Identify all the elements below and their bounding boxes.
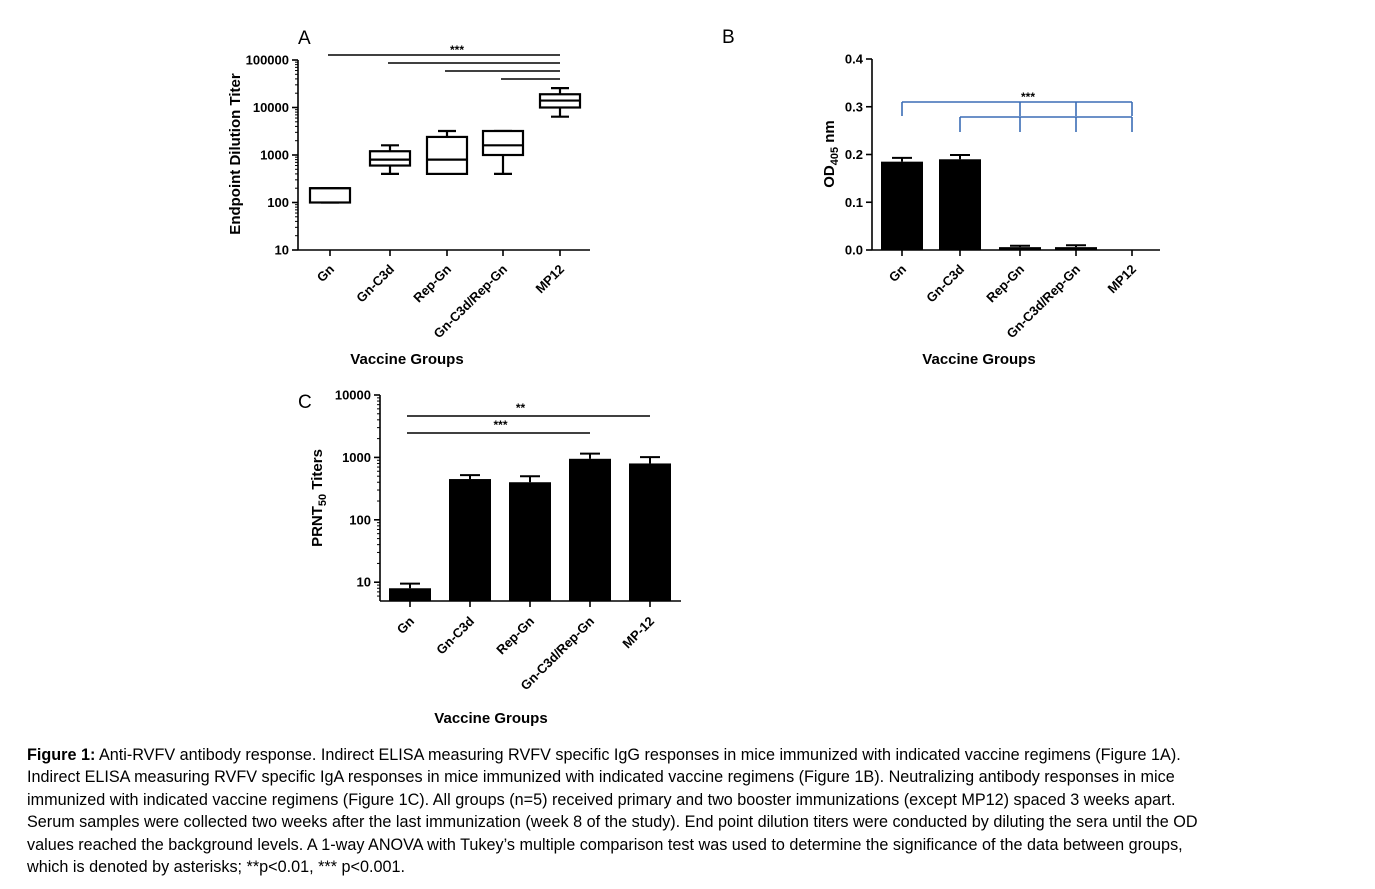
panel-b-bar (999, 247, 1041, 250)
panel-b-bar (881, 161, 923, 250)
panel-a-y-tick-label: 10000 (253, 100, 289, 115)
panel-c-y-tick-label: 100 (349, 512, 371, 527)
panel-a-box (308, 187, 352, 204)
panel-a-x-tick-label: MP12 (532, 262, 567, 297)
panel-c-bar (449, 479, 491, 601)
panel-b-y-label-main: OD (821, 165, 838, 188)
panel-c-significance-label: *** (493, 418, 507, 432)
caption-line-5: values reached the background levels. A … (27, 835, 1183, 854)
panel-c-x-axis-label: Vaccine Groups (434, 710, 547, 727)
panel-b-bar (1055, 247, 1097, 250)
panel-b-bar-chart: OD405 nm Vaccine Groups 0.4 0.3 0.2 0.1 0.0 G… (821, 52, 1160, 368)
panel-b-bar (939, 159, 981, 250)
panel-c-x-tick-label: Gn-C3d (433, 613, 477, 657)
panel-b-x-tick-label: Gn (886, 261, 909, 284)
panel-c-bar (629, 463, 671, 601)
panel-c-y-label-main: PRNT (309, 506, 326, 547)
panel-c-bar (389, 588, 431, 601)
panel-b-significance-label: *** (1021, 90, 1035, 104)
caption-line-2: Indirect ELISA measuring RVFV specific I… (27, 768, 1175, 787)
caption-lead: Figure 1: (27, 746, 96, 764)
panel-b-y-tick-label: 0.0 (845, 243, 863, 258)
panel-a-x-axis-label: Vaccine Groups (350, 351, 463, 368)
panel-a-x-tick-label: Gn-C3d (353, 261, 397, 305)
figure-caption: Figure 1: Anti-RVFV antibody response. I… (27, 744, 1357, 878)
panel-b-y-tick-label: 0.2 (845, 147, 863, 162)
panel-a-significance-label: *** (450, 43, 464, 57)
panel-c-bar-chart: PRNT50 Titers Vaccine Groups 10000 1000 10… (309, 388, 681, 727)
panel-b-y-tick-label: 0.1 (845, 195, 863, 210)
panel-a-y-tick-label: 1000 (260, 148, 289, 163)
panel-c-y-label-unit: Titers (309, 449, 326, 494)
caption-line-1: Figure 1: Anti-RVFV antibody response. I… (27, 744, 1357, 766)
caption-line-6: which is denoted by asterisks; **p<0.01,… (27, 858, 405, 877)
panel-b-y-axis-label: OD405 nm (821, 120, 841, 188)
panel-c-bar (569, 458, 611, 601)
panel-a-box (368, 150, 412, 167)
figure-canvas: A B C Endpoint Dilution Titer Vaccine Gr… (227, 27, 1160, 727)
panel-c-y-label-sub: 50 (317, 494, 329, 506)
panel-a-y-tick-label: 100000 (246, 53, 289, 68)
panel-c-y-tick-label: 10 (357, 575, 371, 590)
caption-line-3: immunized with indicated vaccine regimen… (27, 790, 1176, 809)
panel-b-y-label-sub: 405 (829, 147, 841, 165)
caption-line-4: Serum samples were collected two weeks a… (27, 813, 1198, 832)
panel-c-y-tick-label: 1000 (342, 450, 371, 465)
panel-b-y-tick-label: 0.4 (845, 52, 864, 67)
panel-c-y-tick-label: 10000 (335, 388, 371, 403)
panel-b-x-axis-label: Vaccine Groups (922, 351, 1035, 368)
panel-a-x-tick-label: Rep-Gn (410, 261, 454, 305)
panel-letter-a: A (298, 28, 311, 49)
panel-letter-c: C (298, 392, 312, 413)
panel-c-y-axis-label: PRNT50 Titers (309, 449, 329, 547)
panel-b-y-tick-label: 0.3 (845, 99, 863, 114)
panel-c-x-tick-label: MP-12 (619, 614, 657, 652)
panel-b-x-tick-label: Rep-Gn (983, 261, 1027, 305)
panel-a-y-axis-label: Endpoint Dilution Titer (227, 73, 244, 235)
panel-c-x-tick-label: Gn (394, 613, 417, 636)
panel-b-x-tick-label: MP12 (1104, 262, 1139, 297)
panel-c-bar (509, 482, 551, 601)
caption-line-1-text: Anti-RVFV antibody response. Indirect EL… (95, 746, 1181, 764)
panel-a-y-tick-label: 100 (267, 195, 289, 210)
panel-a-y-tick-label: 10 (275, 243, 289, 258)
panel-a-box-plot: Endpoint Dilution Titer Vaccine Groups 1… (227, 43, 590, 368)
panel-c-x-tick-label: Rep-Gn (493, 613, 537, 657)
panel-letter-b: B (722, 27, 735, 48)
panel-a-box (425, 135, 469, 176)
panel-a-x-tick-label: Gn (314, 261, 337, 284)
panel-b-x-tick-label: Gn-C3d (923, 261, 967, 305)
panel-b-y-label-unit: nm (821, 120, 838, 147)
panel-a-box (481, 129, 525, 157)
panel-c-significance-label: ** (516, 401, 526, 415)
